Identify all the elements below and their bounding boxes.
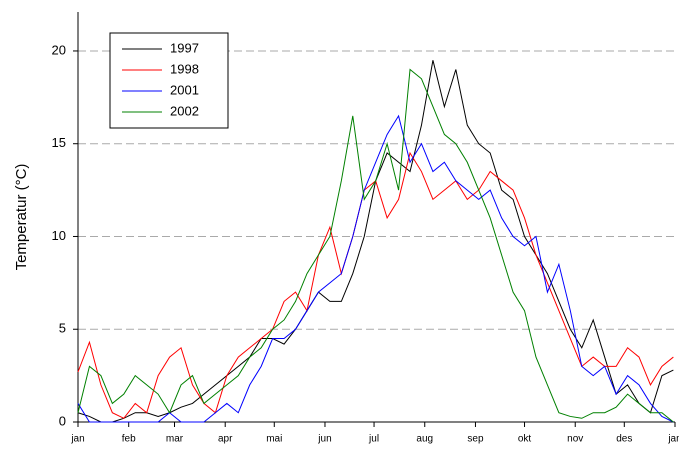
x-tick-label: nov — [567, 434, 583, 445]
y-tick-label: 5 — [59, 321, 66, 336]
y-tick-label: 20 — [52, 42, 66, 57]
y-tick-label: 15 — [52, 135, 66, 150]
y-tick-label: 10 — [52, 228, 66, 243]
series-line — [77, 114, 674, 423]
x-tick-label: mai — [266, 434, 282, 445]
x-tick-label: apr — [218, 434, 233, 445]
y-axis-label: Temperatur (°C) — [13, 164, 30, 271]
x-tick-label: aug — [416, 434, 433, 445]
legend-label: 1997 — [170, 40, 199, 55]
x-tick-label: des — [616, 434, 632, 445]
x-tick-label: sep — [467, 434, 484, 445]
legend-box — [109, 32, 229, 129]
x-tick-label: jan — [667, 434, 679, 445]
legend-label: 2001 — [170, 82, 199, 97]
legend-label: 1998 — [170, 61, 199, 76]
series-line — [77, 68, 674, 423]
legend-label: 2002 — [170, 103, 199, 118]
y-tick-label: 0 — [59, 413, 66, 428]
x-tick-label: mar — [166, 434, 184, 445]
x-tick-label: okt — [518, 434, 532, 445]
x-tick-label: jul — [368, 434, 379, 445]
x-tick-label: jun — [317, 434, 331, 445]
x-tick-label: feb — [122, 434, 136, 445]
x-tick-label: jan — [70, 434, 84, 445]
series-line — [77, 151, 674, 419]
